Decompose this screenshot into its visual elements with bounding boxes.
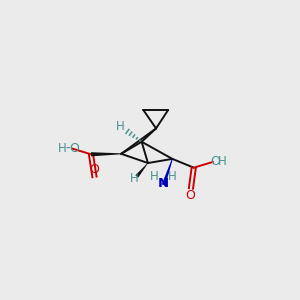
Text: N: N bbox=[158, 177, 169, 190]
Polygon shape bbox=[135, 163, 148, 178]
Text: O: O bbox=[69, 142, 79, 155]
Text: -: - bbox=[65, 142, 70, 155]
Polygon shape bbox=[91, 152, 121, 156]
Text: O: O bbox=[185, 189, 195, 202]
Polygon shape bbox=[162, 159, 173, 186]
Text: H: H bbox=[116, 120, 124, 133]
Text: H: H bbox=[130, 172, 139, 185]
Text: H: H bbox=[218, 155, 226, 168]
Text: H: H bbox=[168, 170, 177, 183]
Text: H: H bbox=[150, 170, 159, 183]
Text: O: O bbox=[210, 155, 220, 168]
Text: O: O bbox=[89, 163, 99, 176]
Text: H: H bbox=[58, 142, 67, 155]
